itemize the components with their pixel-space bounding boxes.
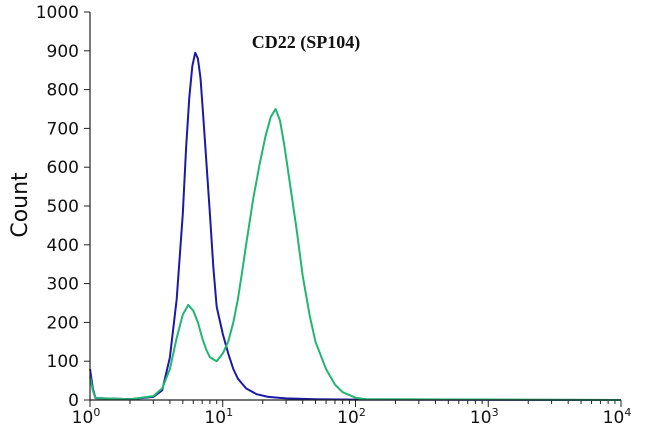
y-tick-label: 0 <box>68 391 79 411</box>
x-tick-base: 10 <box>72 408 94 428</box>
y-tick-label: 500 <box>47 197 79 217</box>
series-group <box>89 51 622 401</box>
y-tick-label: 800 <box>47 81 79 101</box>
x-tick-base: 10 <box>337 408 359 428</box>
x-axis-ticks: 100 101 102 103 104 <box>72 400 632 428</box>
x-tick-exponent: 4 <box>624 406 631 419</box>
x-tick-label: 103 <box>470 406 499 428</box>
y-tick-label: 100 <box>47 352 79 372</box>
y-axis-label: Count <box>8 172 33 238</box>
y-tick-label: 300 <box>47 275 79 295</box>
x-tick-base: 10 <box>603 408 625 428</box>
x-tick-exponent: 0 <box>93 406 100 419</box>
series-line-2 <box>89 108 622 401</box>
chart-title: CD22 (SP104) <box>252 32 361 53</box>
x-tick-exponent: 2 <box>359 406 366 419</box>
y-tick-label: 400 <box>47 236 79 256</box>
y-tick-label: 1000 <box>36 3 79 23</box>
x-tick-exponent: 3 <box>492 406 499 419</box>
x-tick-label: 101 <box>204 406 233 428</box>
y-tick-label: 200 <box>47 313 79 333</box>
x-tick-exponent: 1 <box>226 406 233 419</box>
x-tick-label: 104 <box>603 406 632 428</box>
x-tick-label: 100 <box>72 406 101 428</box>
x-tick-label: 102 <box>337 406 366 428</box>
x-tick-base: 10 <box>204 408 226 428</box>
series-line-1 <box>89 51 622 401</box>
y-tick-label: 900 <box>47 42 79 62</box>
x-tick-base: 10 <box>470 408 492 428</box>
y-axis-ticks: 0 100 200 300 400 500 600 700 800 900 1000 <box>36 3 90 411</box>
y-tick-label: 600 <box>47 158 79 178</box>
y-tick-label: 700 <box>47 119 79 139</box>
